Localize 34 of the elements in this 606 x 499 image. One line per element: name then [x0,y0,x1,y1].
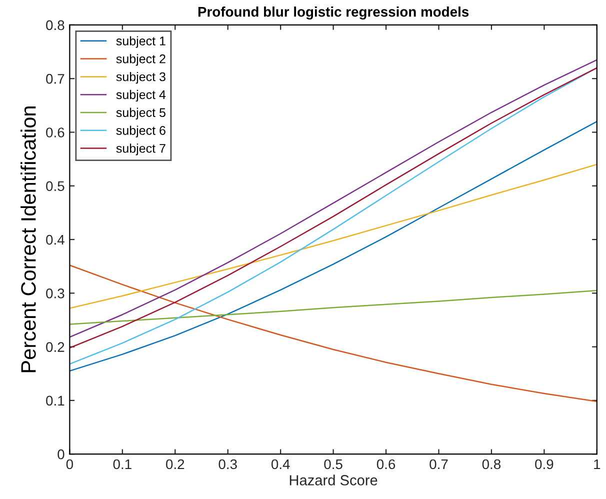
x-tick-label: 0.8 [482,459,501,470]
legend-label: subject 5 [116,108,166,120]
legend-label: subject 7 [116,144,166,156]
y-tick-label: 0 [58,449,64,460]
x-tick-label: 0.5 [324,459,342,470]
line-series [70,164,597,309]
x-tick-label: 0.6 [376,459,396,470]
x-tick-label: 0.9 [535,459,554,470]
legend-label: subject 1 [116,36,166,48]
y-tick-label: 0.4 [46,234,64,245]
x-tick-label: 0.2 [166,459,184,470]
x-tick-label: 0 [66,459,74,470]
chart-title: Profound blur logistic regression models [198,6,469,20]
y-tick-label: 0.5 [46,181,64,192]
x-tick-label: 0.1 [113,459,132,470]
y-tick-label: 0.2 [46,342,64,352]
y-tick-label: 0.3 [46,288,64,298]
y-tick-label: 0.8 [46,20,64,30]
legend-label: subject 6 [116,126,166,138]
y-axis-title: Percent Correct Identification [20,106,36,372]
y-tick-label: 0.7 [46,74,64,84]
x-axis-title: Hazard Score [290,474,378,486]
x-tick-label: 1 [594,459,600,470]
x-tick-label: 0.7 [430,459,448,470]
line-series [70,264,597,402]
line-series [70,120,597,372]
y-tick-label: 0.1 [46,396,64,406]
legend-label: subject 4 [116,90,166,102]
legend-label: subject 2 [116,54,166,66]
line-series [70,290,597,325]
x-tick-label: 0.3 [218,459,237,470]
y-tick-label: 0.6 [46,128,64,138]
legend-label: subject 3 [116,72,166,84]
x-tick-label: 0.4 [271,459,290,470]
